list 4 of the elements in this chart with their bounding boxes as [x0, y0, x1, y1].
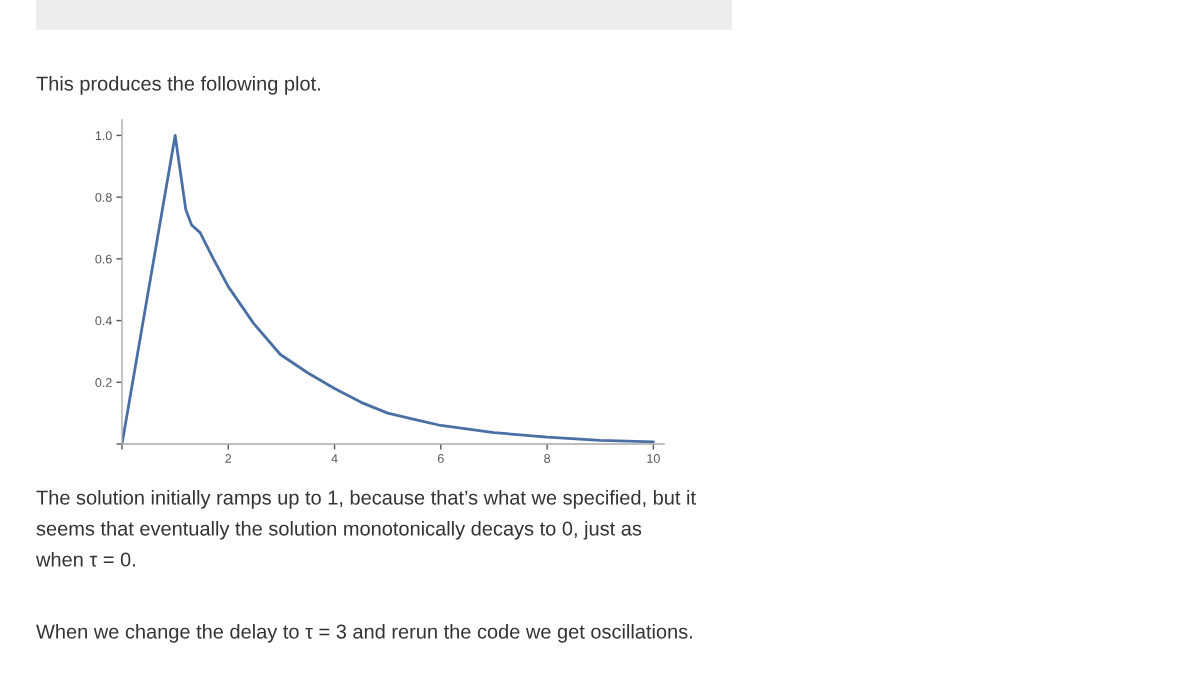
text: The solution initially ramps up to 1, because that’s what we specified, but it seems that eventually the solution monotonically decays to 0, just as when τ = 0.: [35, 490, 696, 567]
text: This produces the following plot.: [36, 76, 320, 95]
text: When we change the delay to τ = 3 and rerun the code we get oscillations.: [36, 624, 692, 643]
line-series: [122, 134, 655, 444]
